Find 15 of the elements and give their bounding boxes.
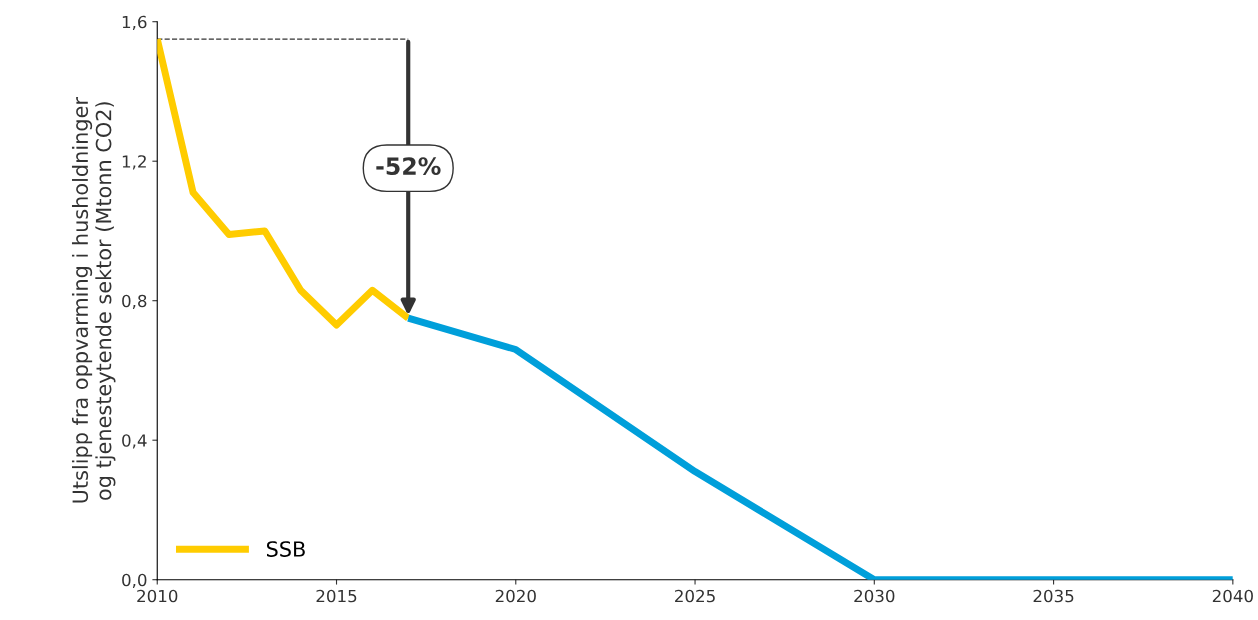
x-tick-label: 2040 — [1212, 589, 1253, 603]
x-tick-label: 2025 — [675, 589, 715, 603]
y-axis-title: Utslipp fra oppvarming i husholdninger og tjenesteytende sektor (Mtonn CO2) — [71, 97, 116, 503]
y-tick-label: 1,6 — [122, 15, 147, 30]
x-tick-label: 2020 — [495, 589, 536, 603]
legend-label: SSB — [266, 541, 305, 557]
x-tick-label: 2015 — [316, 589, 357, 603]
x-tick-label: 2030 — [854, 589, 895, 603]
y-tick-label: 1,2 — [122, 155, 146, 170]
x-tick-label: 2035 — [1033, 589, 1074, 603]
y-tick-label: 0,4 — [122, 434, 147, 449]
annotation: -52% — [376, 157, 441, 176]
y-tick-label: 0,8 — [122, 294, 147, 309]
x-tick-label: 2010 — [137, 589, 178, 603]
y-tick-label: 0,0 — [122, 573, 147, 588]
